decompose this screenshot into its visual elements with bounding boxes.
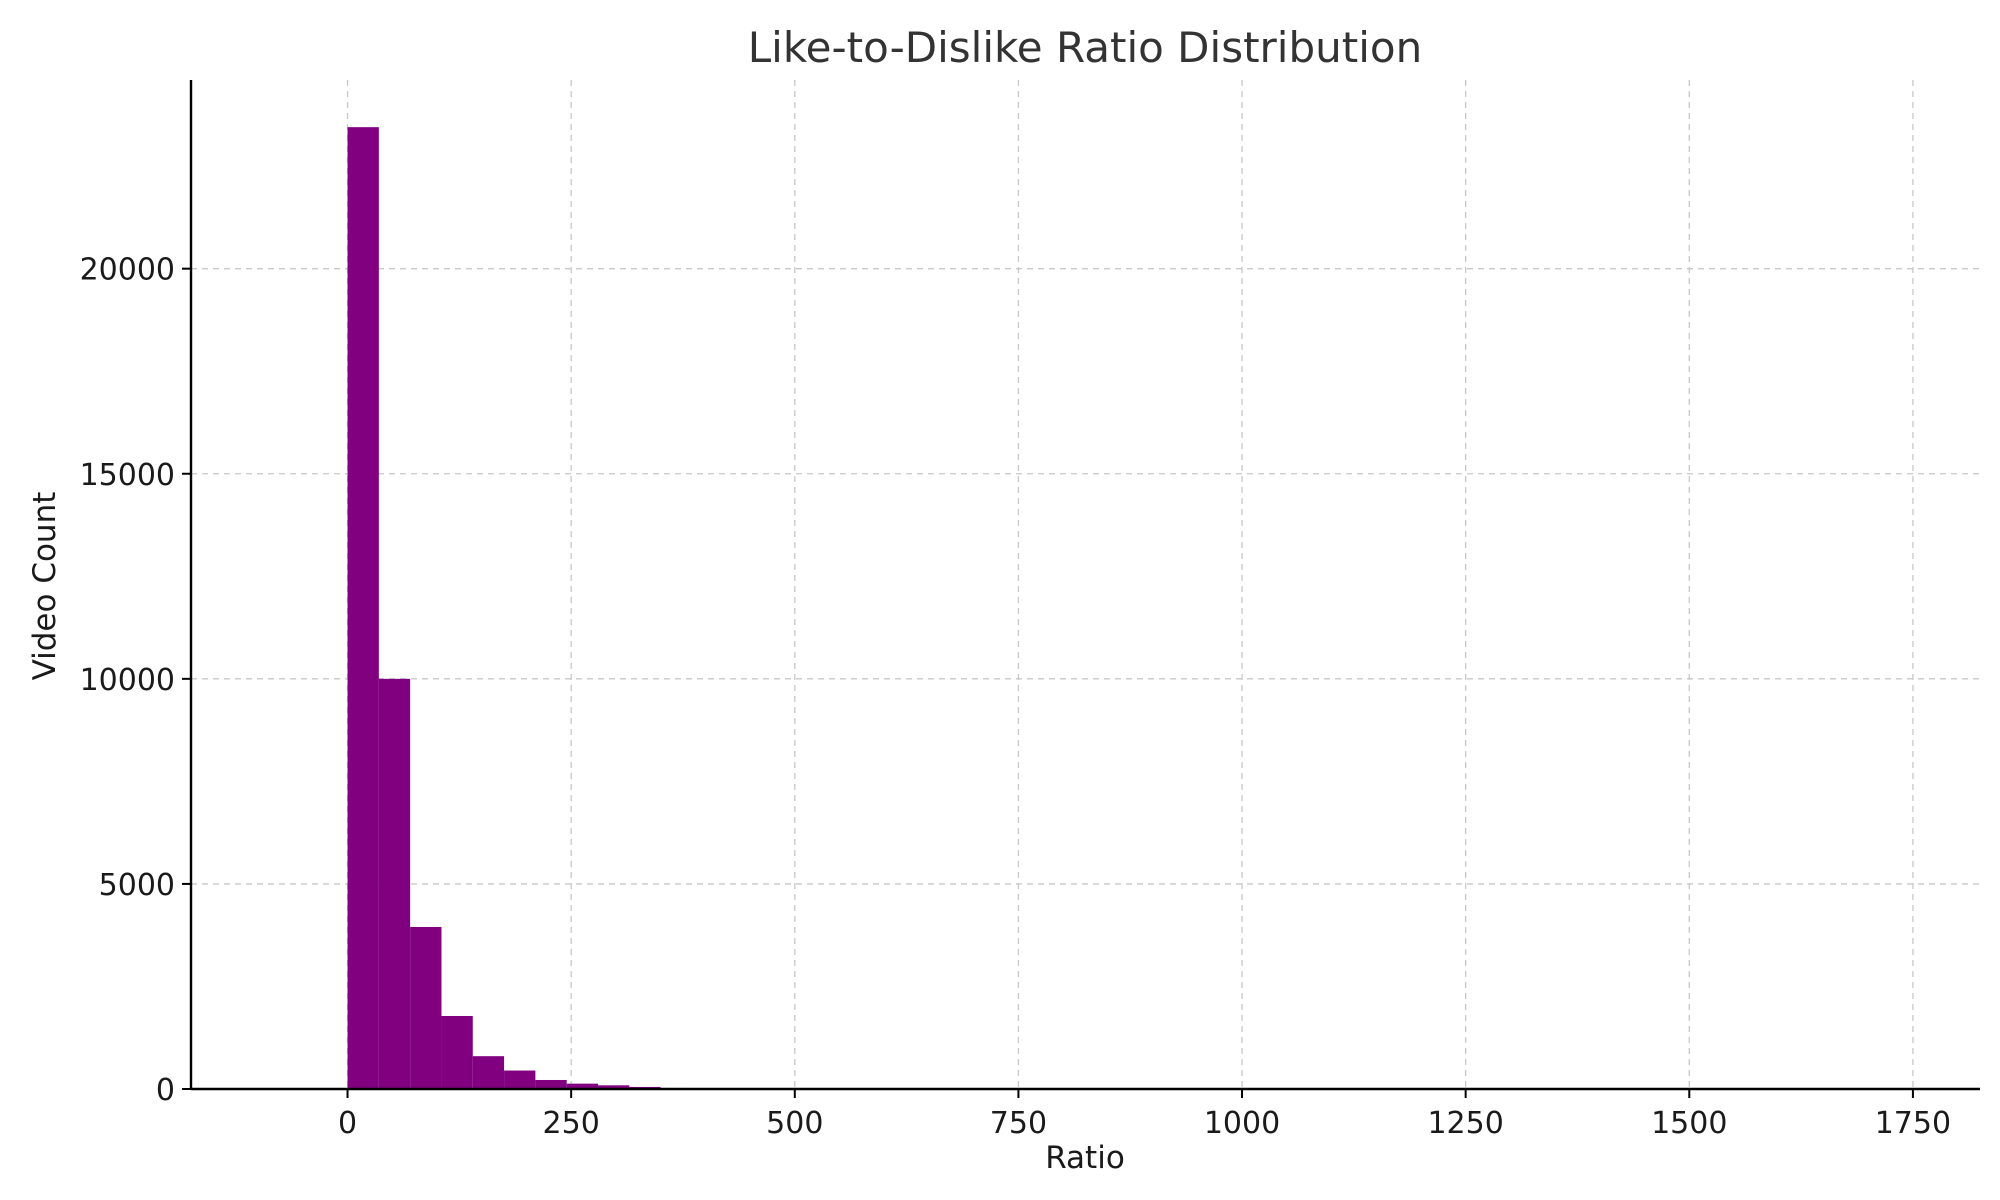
y-tick-label: 5000 (99, 868, 175, 903)
histogram-bar (472, 1056, 505, 1089)
x-tick-label: 1750 (1875, 1106, 1951, 1141)
histogram-bar (566, 1083, 598, 1089)
y-tick-label: 10000 (80, 663, 175, 698)
histogram-bars (347, 127, 755, 1089)
histogram-bar (597, 1085, 630, 1089)
x-tick-label: 250 (543, 1106, 600, 1141)
x-axis-label: Ratio (1045, 1140, 1125, 1176)
y-axis-label: Video Count (27, 492, 63, 681)
histogram-bar (535, 1079, 567, 1089)
grid-lines (191, 80, 1980, 1089)
x-tick-label: 750 (990, 1106, 1047, 1141)
axes (189, 80, 1980, 1091)
x-tick-label: 1500 (1651, 1106, 1727, 1141)
y-tick-label: 20000 (80, 253, 175, 288)
x-tick-label: 1250 (1427, 1106, 1503, 1141)
histogram-bar (410, 926, 442, 1089)
tick-marks (182, 267, 1914, 1098)
x-tick-label: 1000 (1204, 1106, 1280, 1141)
x-tick-label: 0 (338, 1106, 357, 1141)
histogram-bar (378, 678, 411, 1089)
histogram-bar (441, 1015, 473, 1089)
histogram-bar (504, 1070, 536, 1089)
y-tick-label: 0 (156, 1073, 175, 1108)
tick-labels: 0 250 500 750 1000 1250 1500 1750 0 5000 10000 1500… (80, 253, 1952, 1141)
histogram-bar (347, 127, 379, 1089)
chart-title: Like-to-Dislike Ratio Distribution (748, 23, 1422, 72)
x-tick-label: 500 (766, 1106, 823, 1141)
y-tick-label: 15000 (80, 458, 175, 493)
